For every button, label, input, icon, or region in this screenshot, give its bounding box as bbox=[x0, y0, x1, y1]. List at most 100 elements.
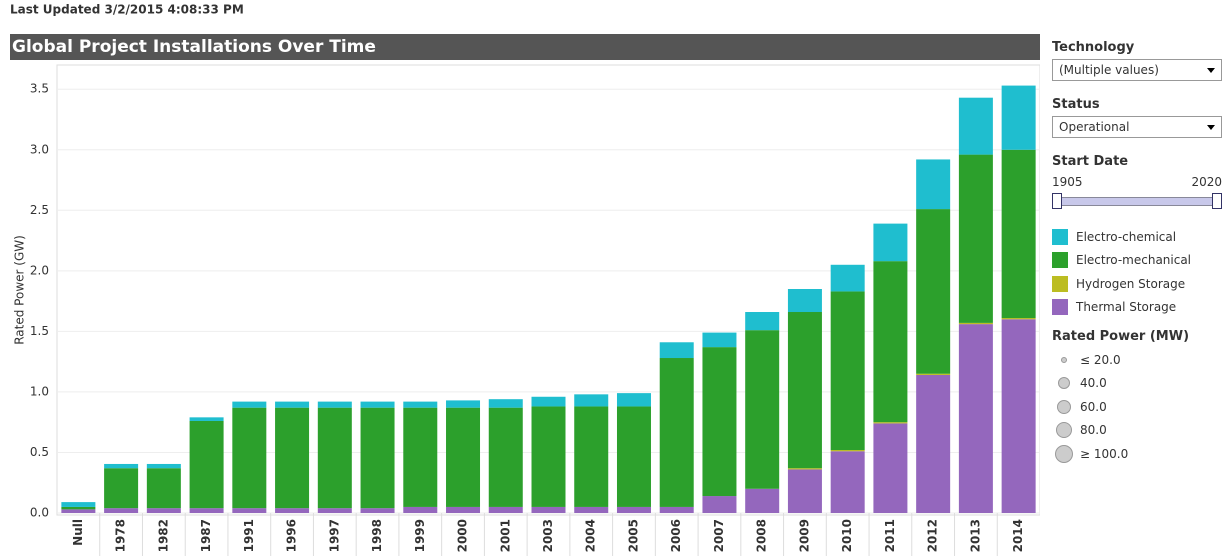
bar-segment bbox=[916, 374, 951, 513]
bar-segment bbox=[702, 347, 737, 497]
bar-segment bbox=[446, 400, 481, 408]
x-tick-label: 2004 bbox=[584, 519, 598, 552]
bar-segment bbox=[360, 407, 395, 509]
bar-segment bbox=[317, 407, 352, 509]
x-tick-label: 2010 bbox=[840, 519, 854, 552]
chart: Last Updated 3/2/2015 4:08:33 PM Global … bbox=[10, 3, 1040, 556]
bar-segment bbox=[360, 508, 395, 513]
bar-segment bbox=[616, 506, 651, 513]
bar-segment bbox=[232, 401, 267, 408]
bar-segment bbox=[873, 261, 908, 423]
x-tick-label: Null bbox=[71, 519, 85, 546]
bar-segment bbox=[360, 401, 395, 408]
size-item: 60.0 bbox=[1052, 395, 1222, 419]
bar-segment bbox=[745, 330, 780, 489]
bar-segment bbox=[531, 396, 566, 407]
filter-label: Status bbox=[1052, 97, 1100, 112]
bar-segment bbox=[189, 420, 224, 509]
size-circle bbox=[1055, 444, 1073, 463]
bar-segment bbox=[787, 468, 822, 470]
slider-track bbox=[1056, 197, 1218, 206]
y-tick-label: 3.5 bbox=[30, 82, 49, 96]
legend-item: Hydrogen Storage bbox=[1052, 272, 1222, 296]
bar-segment bbox=[403, 401, 438, 408]
size-legend: ≤ 20.0 40.0 60.0 80.0 ≥ 100.0 bbox=[1052, 348, 1222, 466]
dropdown[interactable]: Operational bbox=[1052, 116, 1222, 138]
bar-segment bbox=[873, 423, 908, 513]
size-label: ≤ 20.0 bbox=[1080, 352, 1121, 367]
x-tick-label: 2006 bbox=[669, 519, 683, 552]
legend-label: Electro-chemical bbox=[1076, 229, 1177, 244]
bar-segment bbox=[275, 508, 310, 513]
bar-segment bbox=[488, 399, 523, 408]
x-tick-label: 2007 bbox=[712, 519, 726, 552]
size-circle bbox=[1057, 399, 1071, 414]
range-min: 1905 bbox=[1052, 175, 1083, 189]
bar-segment bbox=[574, 506, 609, 513]
bar-segment bbox=[873, 223, 908, 262]
bar-segment bbox=[61, 509, 96, 513]
legend: Electro-chemical Electro-mechanical Hydrog… bbox=[1052, 225, 1222, 319]
bar-segment bbox=[916, 373, 951, 375]
side-panel: Technology (Multiple values) Status Oper… bbox=[1052, 40, 1222, 466]
bar-segment bbox=[916, 209, 951, 374]
legend-label: Thermal Storage bbox=[1076, 300, 1177, 315]
bar-segment bbox=[488, 407, 523, 507]
bar-segment bbox=[488, 506, 523, 513]
slider-handle[interactable] bbox=[1212, 193, 1222, 209]
y-tick-label: 3.0 bbox=[30, 142, 49, 156]
size-circle bbox=[1058, 377, 1070, 390]
y-tick-label: 2.0 bbox=[30, 263, 49, 277]
bar-segment bbox=[830, 264, 865, 292]
size-item: ≤ 20.0 bbox=[1052, 348, 1222, 372]
slider-handle[interactable] bbox=[1052, 193, 1062, 209]
chart-title: Global Project Installations Over Time bbox=[12, 37, 376, 57]
legend-swatch bbox=[1052, 275, 1068, 292]
bar-segment bbox=[275, 401, 310, 408]
filter-label: Technology bbox=[1052, 40, 1135, 55]
bar-segment bbox=[104, 468, 139, 509]
y-tick-label: 0.5 bbox=[30, 445, 49, 459]
legend-item: Electro-mechanical bbox=[1052, 249, 1222, 273]
x-tick-label: 2008 bbox=[755, 519, 769, 552]
bar-segment bbox=[232, 508, 267, 513]
size-circle bbox=[1056, 422, 1072, 439]
title-bar bbox=[10, 34, 1040, 60]
bar-segment bbox=[1001, 85, 1036, 150]
plot-frame bbox=[56, 64, 1040, 516]
y-tick-label: 2.5 bbox=[30, 203, 49, 217]
legend-label: Electro-mechanical bbox=[1076, 253, 1192, 268]
x-tick-label: 1987 bbox=[199, 519, 213, 552]
size-label: 40.0 bbox=[1080, 376, 1107, 391]
legend-label: Hydrogen Storage bbox=[1076, 276, 1186, 291]
bar-segment bbox=[232, 407, 267, 509]
bar-segment bbox=[531, 506, 566, 513]
bar-segment bbox=[531, 406, 566, 507]
size-label: 60.0 bbox=[1080, 399, 1107, 414]
bar-segment bbox=[958, 97, 993, 155]
bar-segment bbox=[787, 289, 822, 313]
bar-segment bbox=[403, 506, 438, 513]
last-updated: Last Updated 3/2/2015 4:08:33 PM bbox=[10, 3, 244, 17]
bar-segment bbox=[317, 508, 352, 513]
bar-segment bbox=[574, 406, 609, 507]
bar-segment bbox=[275, 407, 310, 509]
bar-segment bbox=[787, 469, 822, 513]
size-circle-box bbox=[1052, 399, 1076, 414]
bar-segment bbox=[446, 506, 481, 513]
slider[interactable] bbox=[1052, 189, 1222, 211]
x-tick-label: 1999 bbox=[413, 519, 427, 552]
legend-swatch bbox=[1052, 252, 1068, 269]
x-tick-label: 2003 bbox=[541, 519, 555, 552]
legend-item: Thermal Storage bbox=[1052, 296, 1222, 320]
bar-segment bbox=[146, 468, 181, 509]
bar-segment bbox=[61, 502, 96, 507]
size-label: 80.0 bbox=[1080, 423, 1107, 438]
size-item: 80.0 bbox=[1052, 419, 1222, 443]
dropdown[interactable]: (Multiple values) bbox=[1052, 59, 1222, 81]
legend-swatch bbox=[1052, 299, 1068, 316]
size-legend-title: Rated Power (MW) bbox=[1052, 329, 1190, 344]
size-circle-box bbox=[1052, 444, 1076, 463]
bar-segment bbox=[958, 322, 993, 325]
